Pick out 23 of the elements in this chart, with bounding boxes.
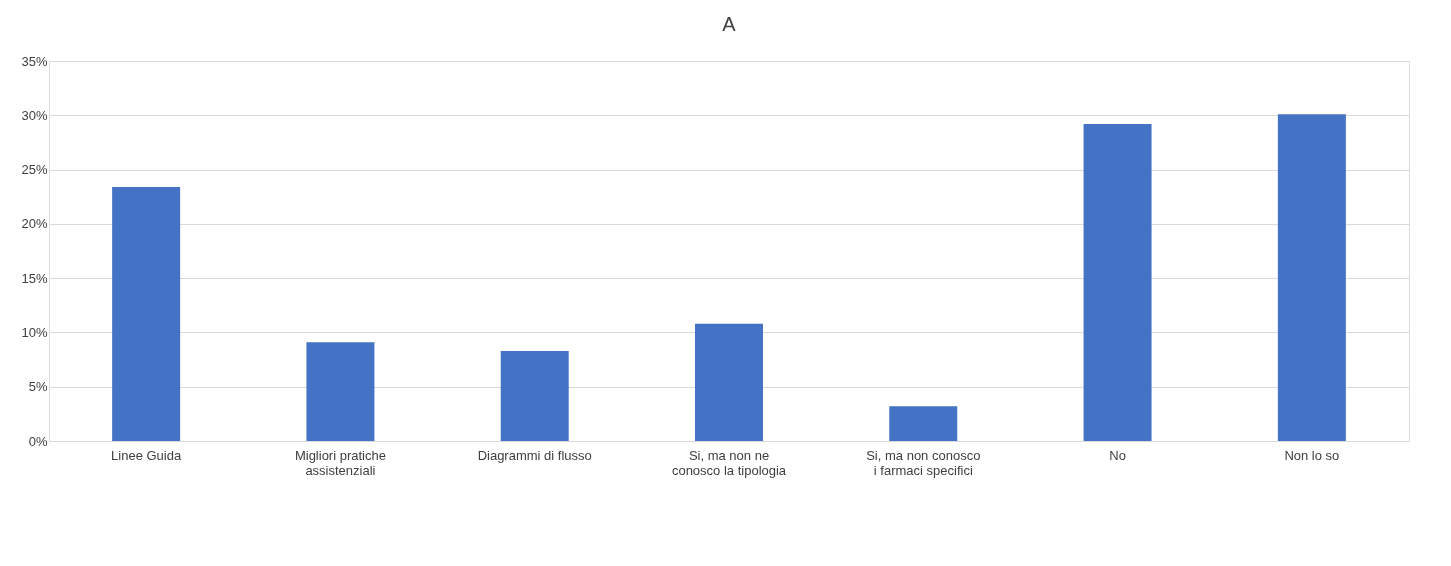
x-tick-label: No xyxy=(1109,447,1126,463)
y-tick-label: 20% xyxy=(21,216,48,232)
y-tick-label: 10% xyxy=(21,324,48,340)
x-tick-label: Diagrammi di flusso xyxy=(477,447,592,463)
bar xyxy=(112,186,181,441)
bar xyxy=(695,323,763,441)
x-tick-label: Si, ma non ne conosco la tipologia xyxy=(671,447,787,478)
y-tick-label: 0% xyxy=(28,433,48,449)
x-tick-label: Linee Guida xyxy=(111,447,182,463)
y-tick-label: 35% xyxy=(21,53,48,69)
x-tick-label: Si, ma non conosco i farmaci specifici xyxy=(866,447,981,478)
x-tick-label: Non lo so xyxy=(1284,447,1340,463)
bar xyxy=(500,350,569,441)
bar xyxy=(306,342,375,441)
bar xyxy=(1083,123,1152,441)
bar xyxy=(1277,114,1346,441)
y-tick-label: 5% xyxy=(28,379,48,395)
bar xyxy=(889,406,958,441)
chart-title: A xyxy=(722,13,737,35)
x-tick-label: Migliori pratiche assistenziali xyxy=(294,447,386,478)
y-tick-label: 15% xyxy=(21,270,48,286)
y-tick-label: 30% xyxy=(21,107,48,123)
y-tick-label: 25% xyxy=(21,162,48,178)
